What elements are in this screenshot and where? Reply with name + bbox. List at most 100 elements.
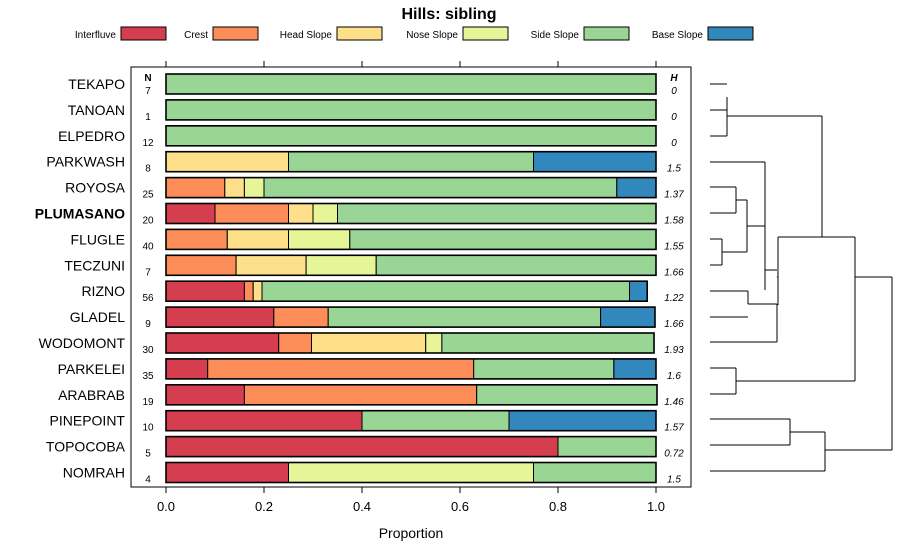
h-column-header: H (670, 73, 678, 84)
bar-segment-gladel-side-slope (327, 306, 602, 328)
h-value-elpedro: 0 (671, 138, 677, 149)
bar-segment-arabrab-side-slope (476, 384, 658, 406)
bar-segment-elpedro-side-slope (165, 125, 657, 147)
bar-segment-parkwash-head-slope (165, 151, 289, 173)
bar-segment-pinepoint-base-slope (508, 410, 657, 432)
bar-outline-parkwash (165, 150, 657, 173)
bar-segment-plumasano-crest (214, 203, 289, 224)
bar-segment-gladel-crest (273, 306, 329, 328)
h-value-plumasano: 1.58 (664, 216, 684, 227)
bar-segment-royosa-nose-slope (243, 177, 265, 199)
n-value-gladel: 9 (145, 319, 151, 330)
legend-swatch-base-slope (707, 26, 754, 41)
h-value-tanoan: 0 (671, 112, 677, 123)
category-label-wodomont: WODOMONT (39, 335, 126, 351)
bar-segment-teczuni-head-slope (235, 254, 307, 276)
n-value-flugle: 40 (142, 241, 154, 252)
category-label-nomrah: NOMRAH (63, 465, 125, 481)
bar-segment-wodomont-side-slope (441, 332, 655, 354)
bar-segment-flugle-head-slope (226, 228, 290, 250)
bar-outline-pinepoint (165, 409, 657, 432)
bar-segment-tanoan-side-slope (165, 99, 657, 121)
n-value-rizno: 56 (142, 293, 154, 304)
n-value-parkwash: 8 (145, 164, 151, 175)
category-label-pinepoint: PINEPOINT (50, 413, 126, 429)
category-label-parkwash: PARKWASH (46, 154, 125, 170)
legend-swatch-interfluve (120, 26, 167, 41)
legend-swatch-head-slope (336, 26, 383, 41)
bar-outline-arabrab (165, 383, 658, 406)
h-value-royosa: 1.37 (664, 190, 684, 201)
bars (165, 73, 658, 484)
category-label-royosa: ROYOSA (65, 180, 126, 196)
bar-segment-gladel-interfluve (165, 306, 275, 328)
legend-swatch-nose-slope (462, 26, 509, 41)
bar-outline-gladel (165, 306, 656, 328)
bar-segment-rizno-side-slope (261, 280, 630, 302)
bar-segment-arabrab-crest (243, 384, 478, 406)
legend: Interfluve Crest Head Slope Nose Slope Side … (75, 26, 754, 41)
category-label-elpedro: ELPEDRO (58, 128, 125, 144)
bar-outline-rizno (165, 280, 649, 303)
h-value-pinepoint: 1.57 (664, 423, 684, 434)
bar-outline-plumasano (165, 202, 657, 225)
bar-segment-wodomont-crest (278, 332, 313, 354)
bar-segment-plumasano-nose-slope (312, 203, 338, 224)
bar-segment-royosa-side-slope (263, 177, 618, 199)
category-label-topocoba: TOPOCOBA (46, 439, 126, 455)
bar-segment-pinepoint-side-slope (361, 410, 510, 432)
bar-segment-royosa-base-slope (616, 177, 657, 199)
bar-segment-plumasano-side-slope (337, 203, 657, 224)
category-label-plumasano: PLUMASANO (35, 206, 125, 222)
bar-outline-topocoba (165, 435, 657, 458)
n-value-arabrab: 19 (142, 397, 154, 408)
bar-outline-nomrah (165, 461, 657, 484)
category-label-flugle: FLUGLE (71, 231, 125, 247)
bar-outline-flugle (165, 228, 657, 251)
bar-segment-nomrah-nose-slope (288, 462, 534, 483)
bar-outline-elpedro (165, 125, 657, 147)
x-tick-label-4: 0.8 (549, 499, 567, 514)
x-axis: 0.0 0.2 0.4 0.6 0.8 1.0 (157, 61, 665, 514)
x-tick-label-3: 0.6 (451, 499, 469, 514)
legend-label-crest: Crest (184, 30, 208, 41)
n-value-parkelei: 35 (142, 371, 154, 382)
bar-segment-rizno-crest (243, 280, 254, 302)
n-value-topocoba: 5 (145, 449, 151, 460)
bar-segment-topocoba-side-slope (557, 436, 657, 458)
bar-segment-plumasano-interfluve (165, 203, 216, 224)
bar-segment-teczuni-side-slope (375, 254, 657, 276)
h-value-gladel: 1.66 (664, 319, 684, 330)
bar-segment-teczuni-crest (165, 254, 237, 276)
category-label-teczuni: TECZUNI (64, 257, 125, 273)
legend-label-side-slope: Side Slope (531, 30, 580, 41)
bar-segment-parkwash-side-slope (288, 151, 534, 173)
n-value-wodomont: 30 (142, 345, 154, 356)
h-value-wodomont: 1.93 (664, 345, 684, 356)
bar-segment-tekapo-side-slope (165, 73, 657, 95)
bar-outline-wodomont (165, 332, 655, 354)
bar-segment-topocoba-interfluve (165, 436, 559, 458)
category-label-tanoan: TANOAN (68, 102, 125, 118)
dendrogram (710, 83, 893, 472)
bar-segment-wodomont-head-slope (311, 332, 427, 354)
x-tick-label-2: 0.4 (353, 499, 371, 514)
legend-swatch-side-slope (583, 26, 630, 41)
h-value-tekapo: 0 (671, 86, 677, 97)
category-label-arabrab: ARABRAB (58, 387, 125, 403)
legend-label-nose-slope: Nose Slope (406, 30, 458, 41)
bar-outline-tanoan (165, 99, 657, 121)
legend-label-interfluve: Interfluve (75, 30, 117, 41)
bar-segment-rizno-base-slope (629, 280, 648, 302)
n-value-elpedro: 12 (142, 138, 154, 149)
chart-title: Hills: sibling (401, 6, 496, 23)
n-value-teczuni: 7 (145, 267, 151, 278)
category-label-rizno: RIZNO (81, 283, 125, 299)
category-label-parkelei: PARKELEI (58, 361, 125, 377)
bar-segment-rizno-head-slope (252, 280, 263, 302)
bar-segment-parkelei-interfluve (165, 358, 209, 380)
bar-segment-parkwash-base-slope (533, 151, 657, 173)
bar-segment-nomrah-side-slope (533, 462, 657, 483)
